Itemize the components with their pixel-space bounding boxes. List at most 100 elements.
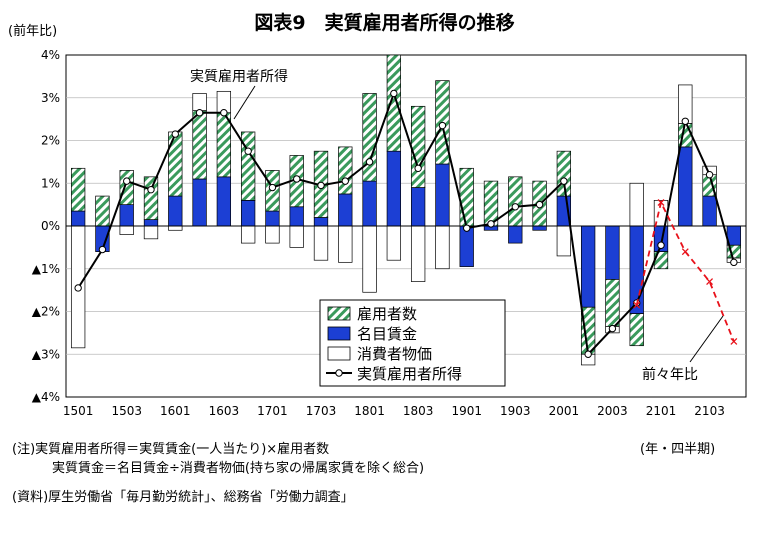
y-tick-label: 0% xyxy=(41,219,60,233)
marker-real-income xyxy=(220,109,228,117)
marker-real-income xyxy=(98,245,107,254)
bar-cpi xyxy=(435,225,450,270)
y-tick-label: ▲1% xyxy=(32,262,60,276)
bar-nominal-wage xyxy=(313,217,329,227)
bar-cpi xyxy=(313,225,329,261)
marker-real-income xyxy=(365,158,374,166)
bar-nominal-wage xyxy=(410,187,426,227)
legend-label: 名目賃金 xyxy=(357,325,417,343)
bar-nominal-wage xyxy=(386,150,402,227)
bar-employment xyxy=(508,176,523,227)
marker-real-income xyxy=(317,181,325,190)
legend-swatch-marker xyxy=(335,369,343,377)
legend-swatch xyxy=(327,346,351,361)
marker-real-income xyxy=(681,117,689,125)
bar-nominal-wage xyxy=(119,204,134,227)
legend-label: 消費者物価 xyxy=(357,345,432,363)
note-line-1: (注)実質雇用者所得＝実質賃金(一人当たり)×雇用者数 xyxy=(12,442,330,457)
marker-real-income xyxy=(584,350,592,358)
bar-cpi xyxy=(556,225,572,257)
x-tick-label: 1903 xyxy=(500,404,531,418)
x-unit-label: (年・四半期) xyxy=(640,442,716,457)
bar-cpi xyxy=(386,225,402,261)
x-tick-label: 1803 xyxy=(403,404,434,418)
legend-label: 雇用者数 xyxy=(357,305,417,323)
legend-swatch xyxy=(327,306,351,321)
marker-two-year xyxy=(633,301,641,309)
marker-real-income xyxy=(195,109,204,117)
bar-nominal-wage xyxy=(678,146,693,227)
marker-real-income xyxy=(560,177,568,185)
bar-employment xyxy=(629,313,644,347)
marker-real-income xyxy=(171,130,179,138)
bar-employment xyxy=(216,112,232,178)
x-tick-label: 1501 xyxy=(63,404,94,418)
marker-real-income xyxy=(657,241,665,249)
bar-nominal-wage xyxy=(168,195,183,227)
marker-real-income xyxy=(438,121,447,130)
bar-cpi xyxy=(192,93,207,111)
bar-nominal-wage xyxy=(265,210,280,227)
bar-cpi xyxy=(265,225,280,244)
y-tick-label: 1% xyxy=(41,176,60,190)
bar-employment xyxy=(410,105,426,188)
bar-employment xyxy=(192,110,207,180)
annotation-pointer xyxy=(233,85,256,120)
x-tick-label: 1601 xyxy=(160,404,191,418)
bar-nominal-wage xyxy=(70,210,86,227)
bar-nominal-wage xyxy=(289,206,304,227)
bar-cpi xyxy=(119,225,134,235)
x-tick-label: 2001 xyxy=(549,404,580,418)
bar-cpi xyxy=(289,225,304,248)
annotation-real-income: 実質雇用者所得 xyxy=(190,68,288,85)
annotation-two-year: 前々年比 xyxy=(642,366,698,383)
bar-employment xyxy=(362,93,377,182)
bar-employment xyxy=(70,167,86,212)
bar-employment xyxy=(143,176,159,220)
y-unit-label: (前年比) xyxy=(8,24,58,39)
source-note: (資料)厚生労働省「毎月勤労統計」、総務省「労働力調査」 xyxy=(12,490,354,505)
bar-cpi xyxy=(240,225,256,244)
x-tick-label: 1503 xyxy=(111,404,142,418)
bar-nominal-wage xyxy=(702,195,717,227)
bar-employment xyxy=(386,54,402,152)
legend-label: 実質雇用者所得 xyxy=(357,365,462,383)
marker-real-income xyxy=(341,177,349,185)
marker-real-income xyxy=(147,185,155,194)
legend-swatch xyxy=(327,326,351,341)
bar-employment xyxy=(95,195,110,227)
bar-nominal-wage xyxy=(580,225,596,308)
marker-two-year xyxy=(657,199,665,206)
y-tick-label: 2% xyxy=(41,134,60,148)
marker-real-income xyxy=(268,183,277,192)
marker-real-income xyxy=(293,175,301,183)
annotation-pointer xyxy=(689,315,724,363)
chart-title: 図表9 実質雇用者所得の推移 xyxy=(254,12,515,34)
bar-employment xyxy=(483,180,499,227)
bar-employment xyxy=(240,131,256,201)
marker-real-income xyxy=(511,203,519,211)
bar-nominal-wage xyxy=(362,180,377,227)
legend-box xyxy=(319,299,506,387)
marker-real-income xyxy=(74,284,82,292)
x-tick-label: 2103 xyxy=(694,404,725,418)
bar-employment xyxy=(119,170,134,205)
bar-nominal-wage xyxy=(605,225,620,280)
y-tick-label: 3% xyxy=(41,91,60,105)
bar-employment xyxy=(338,146,353,195)
bar-nominal-wage xyxy=(143,219,159,227)
bar-employment xyxy=(556,150,572,197)
marker-real-income xyxy=(463,224,471,232)
bar-nominal-wage xyxy=(435,163,450,227)
bar-employment xyxy=(459,167,474,227)
marker-real-income xyxy=(608,324,617,333)
x-tick-label: 1603 xyxy=(209,404,240,418)
bar-nominal-wage xyxy=(192,178,207,227)
x-tick-label: 2101 xyxy=(646,404,677,418)
marker-real-income xyxy=(390,89,398,98)
bar-cpi xyxy=(410,225,426,282)
bar-nominal-wage xyxy=(508,225,523,244)
marker-two-year xyxy=(681,248,689,256)
